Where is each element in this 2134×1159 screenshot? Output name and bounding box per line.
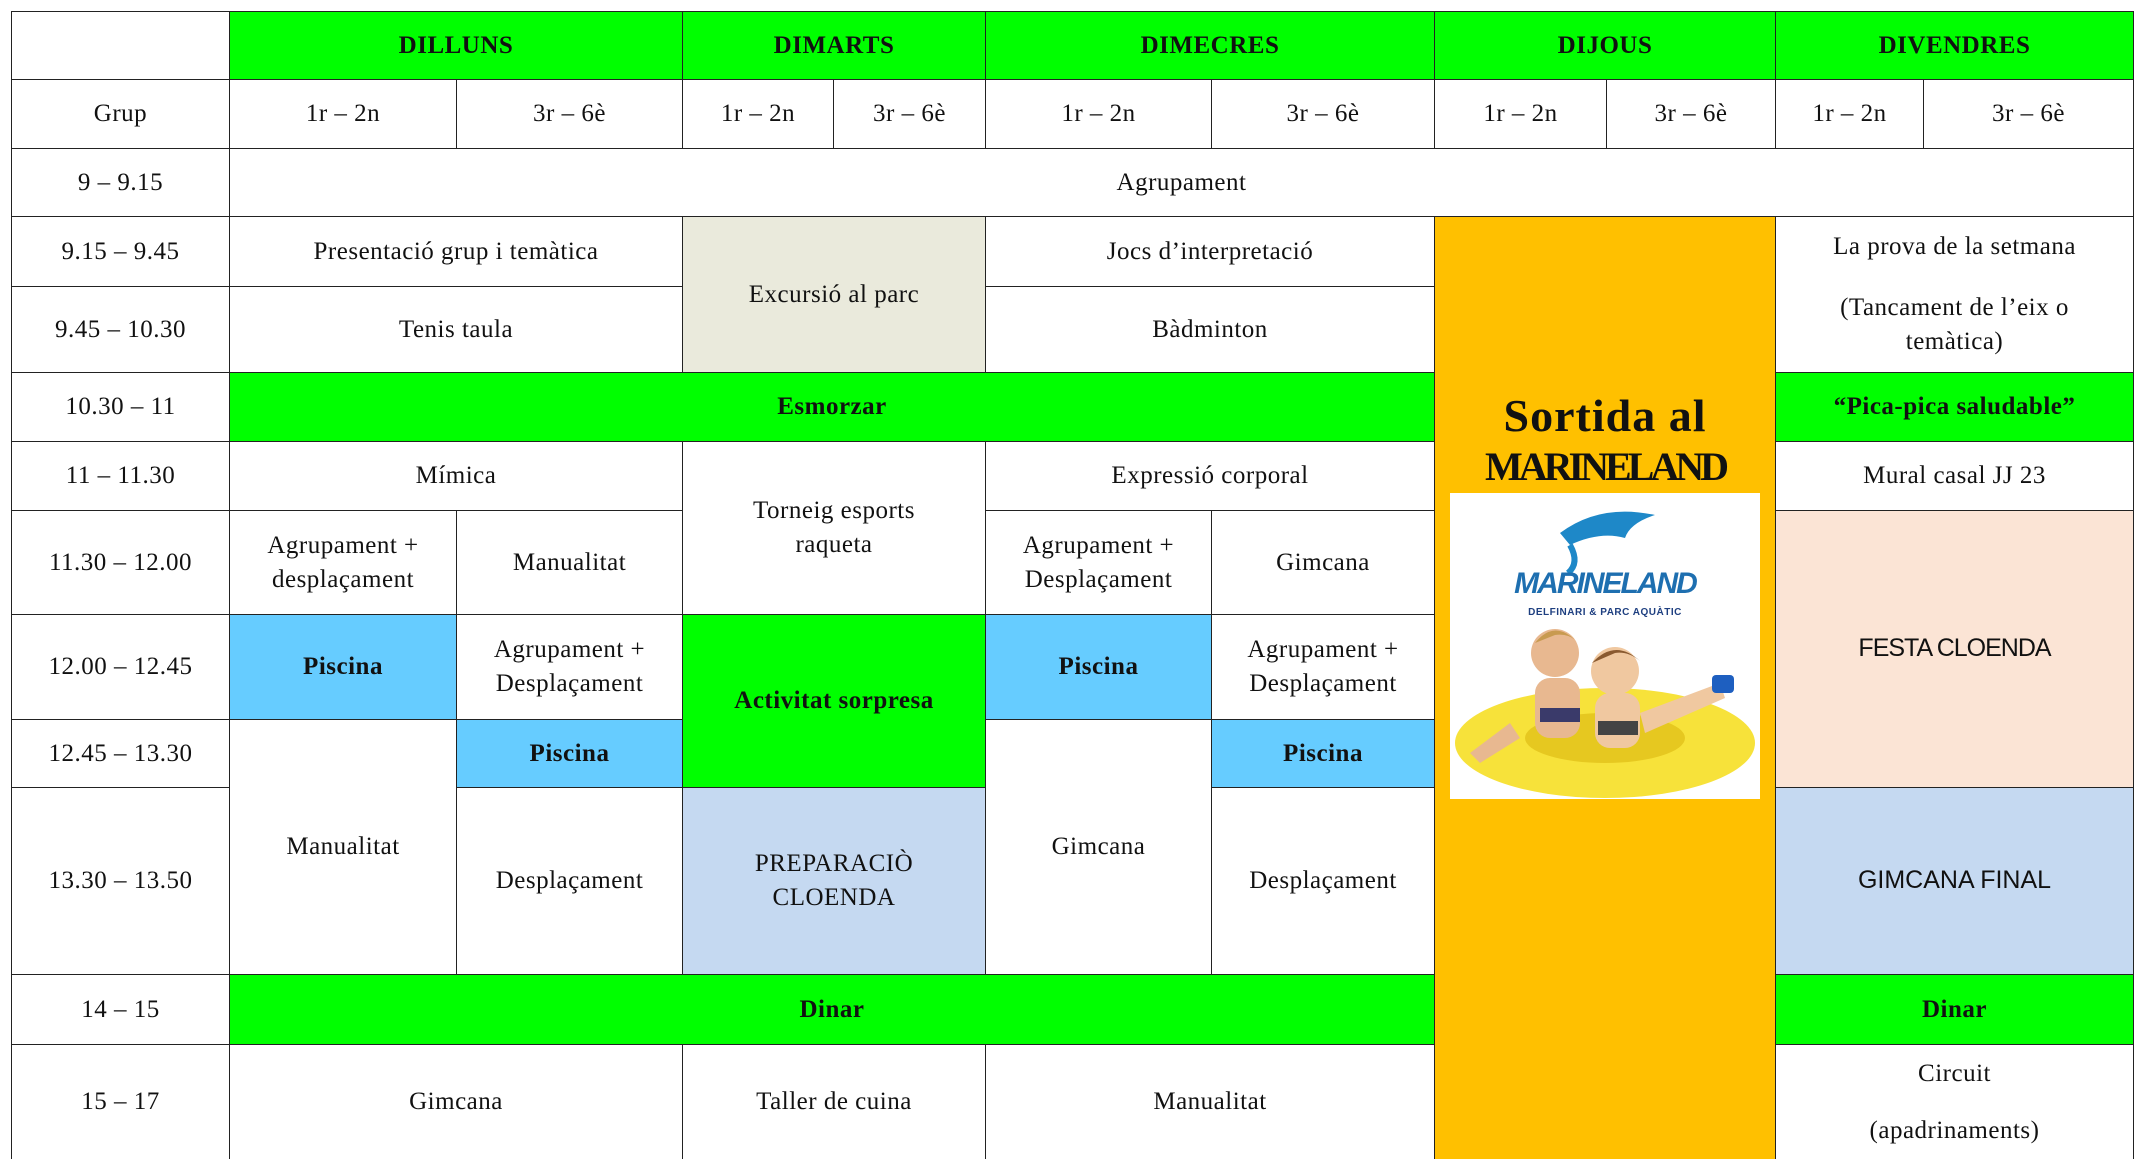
activity: Agrupament + Desplaçament: [457, 615, 682, 719]
activity: Activitat sorpresa: [683, 615, 985, 787]
activity-line: PREPARACIÒ: [754, 850, 914, 878]
level: 1r – 2n: [1435, 80, 1606, 148]
day-header: DILLUNS: [230, 12, 682, 79]
time: 13.30 – 13.50: [12, 788, 229, 974]
level: 1r – 2n: [230, 80, 456, 148]
day-header: DIVENDRES: [1776, 12, 2133, 79]
time: 9.15 – 9.45: [12, 217, 229, 286]
time: 14 – 15: [12, 975, 229, 1044]
activity: Excursió al parc: [683, 217, 985, 372]
activity-line: raqueta: [795, 531, 873, 558]
activity: Expressió corporal: [986, 442, 1434, 510]
activity: FESTA CLOENDA: [1776, 511, 2133, 787]
activity: Torneig esports raqueta: [683, 442, 985, 614]
time: 15 – 17: [12, 1045, 229, 1159]
activity-line: (Tancament de l’eix o temàtica): [1840, 294, 2069, 355]
activity-line: Agrupament +: [493, 636, 646, 664]
logo-tagline: DELFINARI & PARC AQUÀTIC: [1528, 605, 1682, 618]
activity: Desplaçament: [1212, 788, 1434, 974]
level: 1r – 2n: [986, 80, 1211, 148]
activity: Gimcana: [1212, 511, 1434, 614]
level: 1r – 2n: [1776, 80, 1923, 148]
activity: Piscina: [457, 720, 682, 787]
activity-line: Desplaçament: [1024, 565, 1173, 593]
activity: Manualitat: [230, 720, 456, 974]
activity: Mímica: [230, 442, 682, 510]
activity-line: Agrupament +: [1247, 636, 1399, 664]
activity-line: Torneig esports: [753, 497, 915, 525]
activity: Piscina: [230, 615, 456, 719]
marineland-image: MARINELAND DELFINARI & PARC AQUÀTIC: [1450, 493, 1760, 800]
activity: Dinar: [1776, 975, 2133, 1044]
activity: Esmorzar: [230, 373, 1434, 441]
level: 3r – 6è: [1212, 80, 1434, 148]
activity: Desplaçament: [457, 788, 682, 974]
activity: Agrupament: [230, 149, 2133, 216]
time: 9 – 9.15: [12, 149, 229, 216]
activity: Bàdminton: [986, 287, 1434, 372]
time: 11 – 11.30: [12, 442, 229, 510]
activity: Dinar: [230, 975, 1434, 1044]
activity-line: Desplaçament: [1249, 670, 1397, 697]
activity: PREPARACIÒ CLOENDA: [683, 788, 985, 974]
activity: Mural casal JJ 23: [1776, 442, 2133, 510]
group-label: Grup: [12, 80, 229, 148]
logo-text: MARINELAND: [1514, 567, 1697, 600]
activity-line: Agrupament +: [1022, 531, 1175, 559]
level: 3r – 6è: [834, 80, 985, 148]
activity-line: La prova de la setmana: [1833, 233, 2076, 261]
activity: Taller de cuina: [683, 1045, 985, 1159]
activity: Piscina: [1212, 720, 1434, 787]
activity: Agrupament + desplaçament: [230, 511, 456, 614]
excursion-cell: Sortida al MARINELAND MARINELAND DELFINA…: [1435, 217, 1775, 1159]
activity: “Pica-pica saludable”: [1776, 373, 2133, 441]
time: 10.30 – 11: [12, 373, 229, 441]
activity-line: Desplaçament: [495, 670, 644, 697]
level: 3r – 6è: [1607, 80, 1775, 148]
activity-line: desplaçament: [271, 565, 415, 593]
activity: Circuit (apadrinaments): [1776, 1045, 2133, 1159]
activity: Gimcana: [230, 1045, 682, 1159]
time: 9.45 – 10.30: [12, 287, 229, 372]
day-header: DIMARTS: [683, 12, 985, 79]
excursion-title: Sortida al: [1503, 390, 1707, 441]
activity: Manualitat: [986, 1045, 1434, 1159]
schedule-table: DILLUNS DIMARTS DIMECRES DIJOUS DIVENDRE…: [11, 11, 2134, 1159]
activity-line: (apadrinaments): [1869, 1116, 2040, 1144]
activity-line: Agrupament +: [267, 531, 419, 559]
activity: GIMCANA FINAL: [1776, 788, 2133, 974]
activity: La prova de la setmana (Tancament de l’e…: [1776, 217, 2133, 372]
corner-cell: [12, 12, 229, 79]
level: 3r – 6è: [457, 80, 682, 148]
activity: Piscina: [986, 615, 1211, 719]
excursion-title: MARINELAND: [1485, 444, 1729, 490]
activity: Agrupament + Desplaçament: [986, 511, 1211, 614]
day-header: DIMECRES: [986, 12, 1434, 79]
time: 11.30 – 12.00: [12, 511, 229, 614]
activity: Gimcana: [986, 720, 1211, 974]
level: 3r – 6è: [1924, 80, 2133, 148]
time: 12.45 – 13.30: [12, 720, 229, 787]
activity: Agrupament + Desplaçament: [1212, 615, 1434, 719]
activity: Presentació grup i temàtica: [230, 217, 682, 286]
activity: Manualitat: [457, 511, 682, 614]
activity: Tenis taula: [230, 287, 682, 372]
level: 1r – 2n: [683, 80, 833, 148]
activity-line: CLOENDA: [772, 884, 896, 911]
day-header: DIJOUS: [1435, 12, 1775, 79]
activity: Jocs d’interpretació: [986, 217, 1434, 286]
activity-line: Circuit: [1918, 1059, 1991, 1087]
time: 12.00 – 12.45: [12, 615, 229, 719]
